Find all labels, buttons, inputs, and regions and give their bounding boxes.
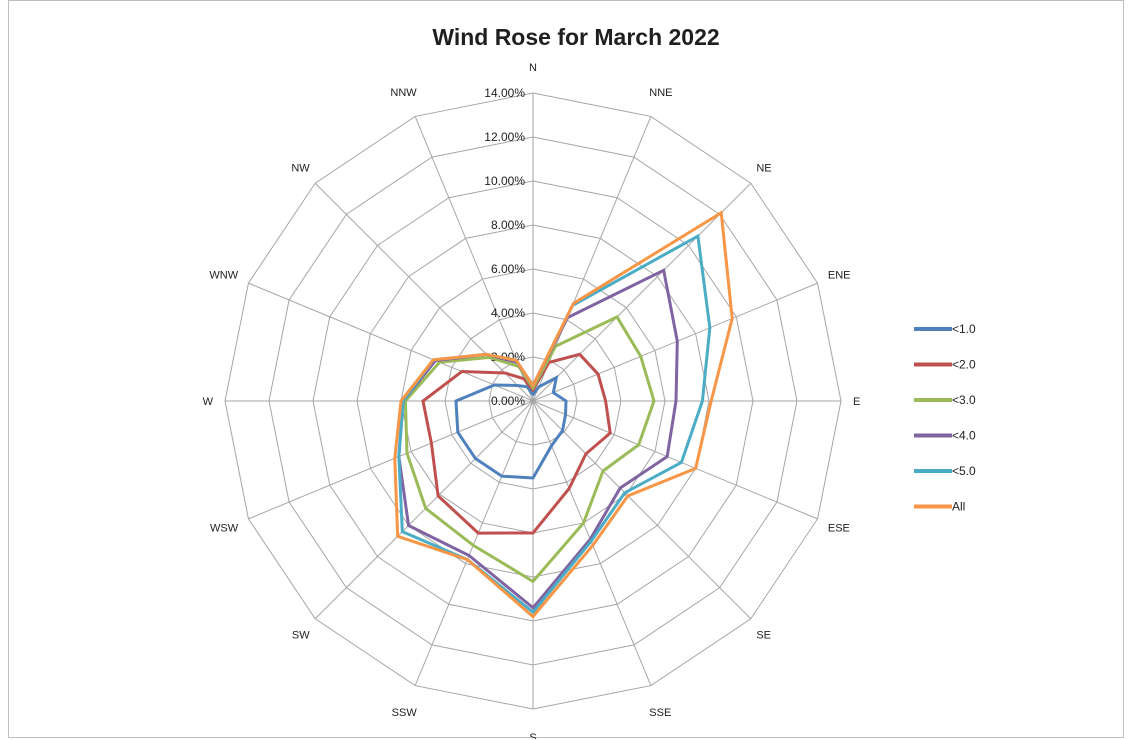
- direction-label-nne: NNE: [649, 87, 672, 99]
- direction-label-ne: NE: [756, 163, 771, 175]
- direction-label-nnw: NNW: [390, 87, 417, 99]
- series-line-5: [393, 210, 734, 619]
- legend: <1.0 <2.0 <3.0 <4.0 <5.0 All: [914, 322, 976, 514]
- direction-label-ese: ESE: [828, 522, 850, 534]
- series-lines: [393, 210, 734, 619]
- grid-spoke: [532, 182, 752, 402]
- legend-label: All: [952, 500, 965, 514]
- chart-frame: Wind Rose for March 2022 0.00% 2.00% 4.00%…: [8, 0, 1124, 739]
- legend-label: <5.0: [952, 464, 976, 478]
- direction-label-ssw: SSW: [392, 707, 418, 719]
- grid-spoke: [532, 400, 652, 686]
- series-line-0: [454, 374, 568, 480]
- legend-label: <3.0: [952, 393, 976, 407]
- tick-label: 4.00%: [491, 306, 525, 320]
- direction-label-sw: SW: [292, 629, 310, 641]
- grid-spoke: [248, 282, 534, 402]
- series-line-1: [421, 352, 612, 535]
- grid-spoke: [532, 400, 818, 520]
- tick-label: 6.00%: [491, 262, 525, 276]
- chart-title: Wind Rose for March 2022: [432, 24, 719, 50]
- direction-label-n: N: [529, 62, 537, 74]
- tick-label: 12.00%: [484, 130, 525, 144]
- direction-label-w: W: [203, 396, 214, 408]
- wind-rose-chart: Wind Rose for March 2022 0.00%2.00%4.00%…: [203, 24, 976, 739]
- legend-label: <2.0: [952, 358, 976, 372]
- direction-label-s: S: [529, 732, 536, 739]
- tick-label: 0.00%: [491, 394, 525, 408]
- direction-label-sse: SSE: [649, 707, 671, 719]
- direction-label-ene: ENE: [828, 270, 851, 282]
- tick-label: 14.00%: [484, 86, 525, 100]
- grid-spoke: [414, 400, 534, 686]
- grid-spoke: [314, 182, 534, 402]
- polar-grid: [224, 92, 842, 710]
- legend-label: <4.0: [952, 429, 976, 443]
- grid-spoke: [248, 400, 534, 520]
- tick-label: 8.00%: [491, 218, 525, 232]
- grid-spoke: [314, 400, 534, 620]
- direction-labels: N NNE NE ENE E ESE SE SSE S SSW SW WSW W WNW NW NNW: [203, 62, 861, 739]
- direction-label-wnw: WNW: [209, 270, 238, 282]
- direction-label-nw: NW: [291, 163, 310, 175]
- grid-spoke: [532, 282, 818, 402]
- direction-label-e: E: [853, 396, 860, 408]
- direction-label-se: SE: [756, 629, 771, 641]
- grid-spoke: [532, 400, 752, 620]
- grid-spoke: [414, 116, 534, 402]
- series-line-2: [403, 315, 656, 584]
- direction-label-wsw: WSW: [210, 522, 239, 534]
- tick-label: 10.00%: [484, 174, 525, 188]
- legend-label: <1.0: [952, 322, 976, 336]
